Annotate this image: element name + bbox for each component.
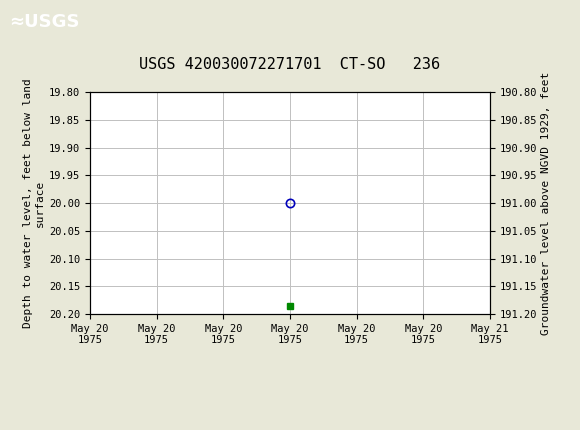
Text: ≈USGS: ≈USGS	[9, 13, 79, 31]
Text: USGS 420030072271701  CT-SO   236: USGS 420030072271701 CT-SO 236	[139, 57, 441, 72]
Y-axis label: Groundwater level above NGVD 1929, feet: Groundwater level above NGVD 1929, feet	[542, 71, 552, 335]
Y-axis label: Depth to water level, feet below land
surface: Depth to water level, feet below land su…	[23, 78, 45, 328]
